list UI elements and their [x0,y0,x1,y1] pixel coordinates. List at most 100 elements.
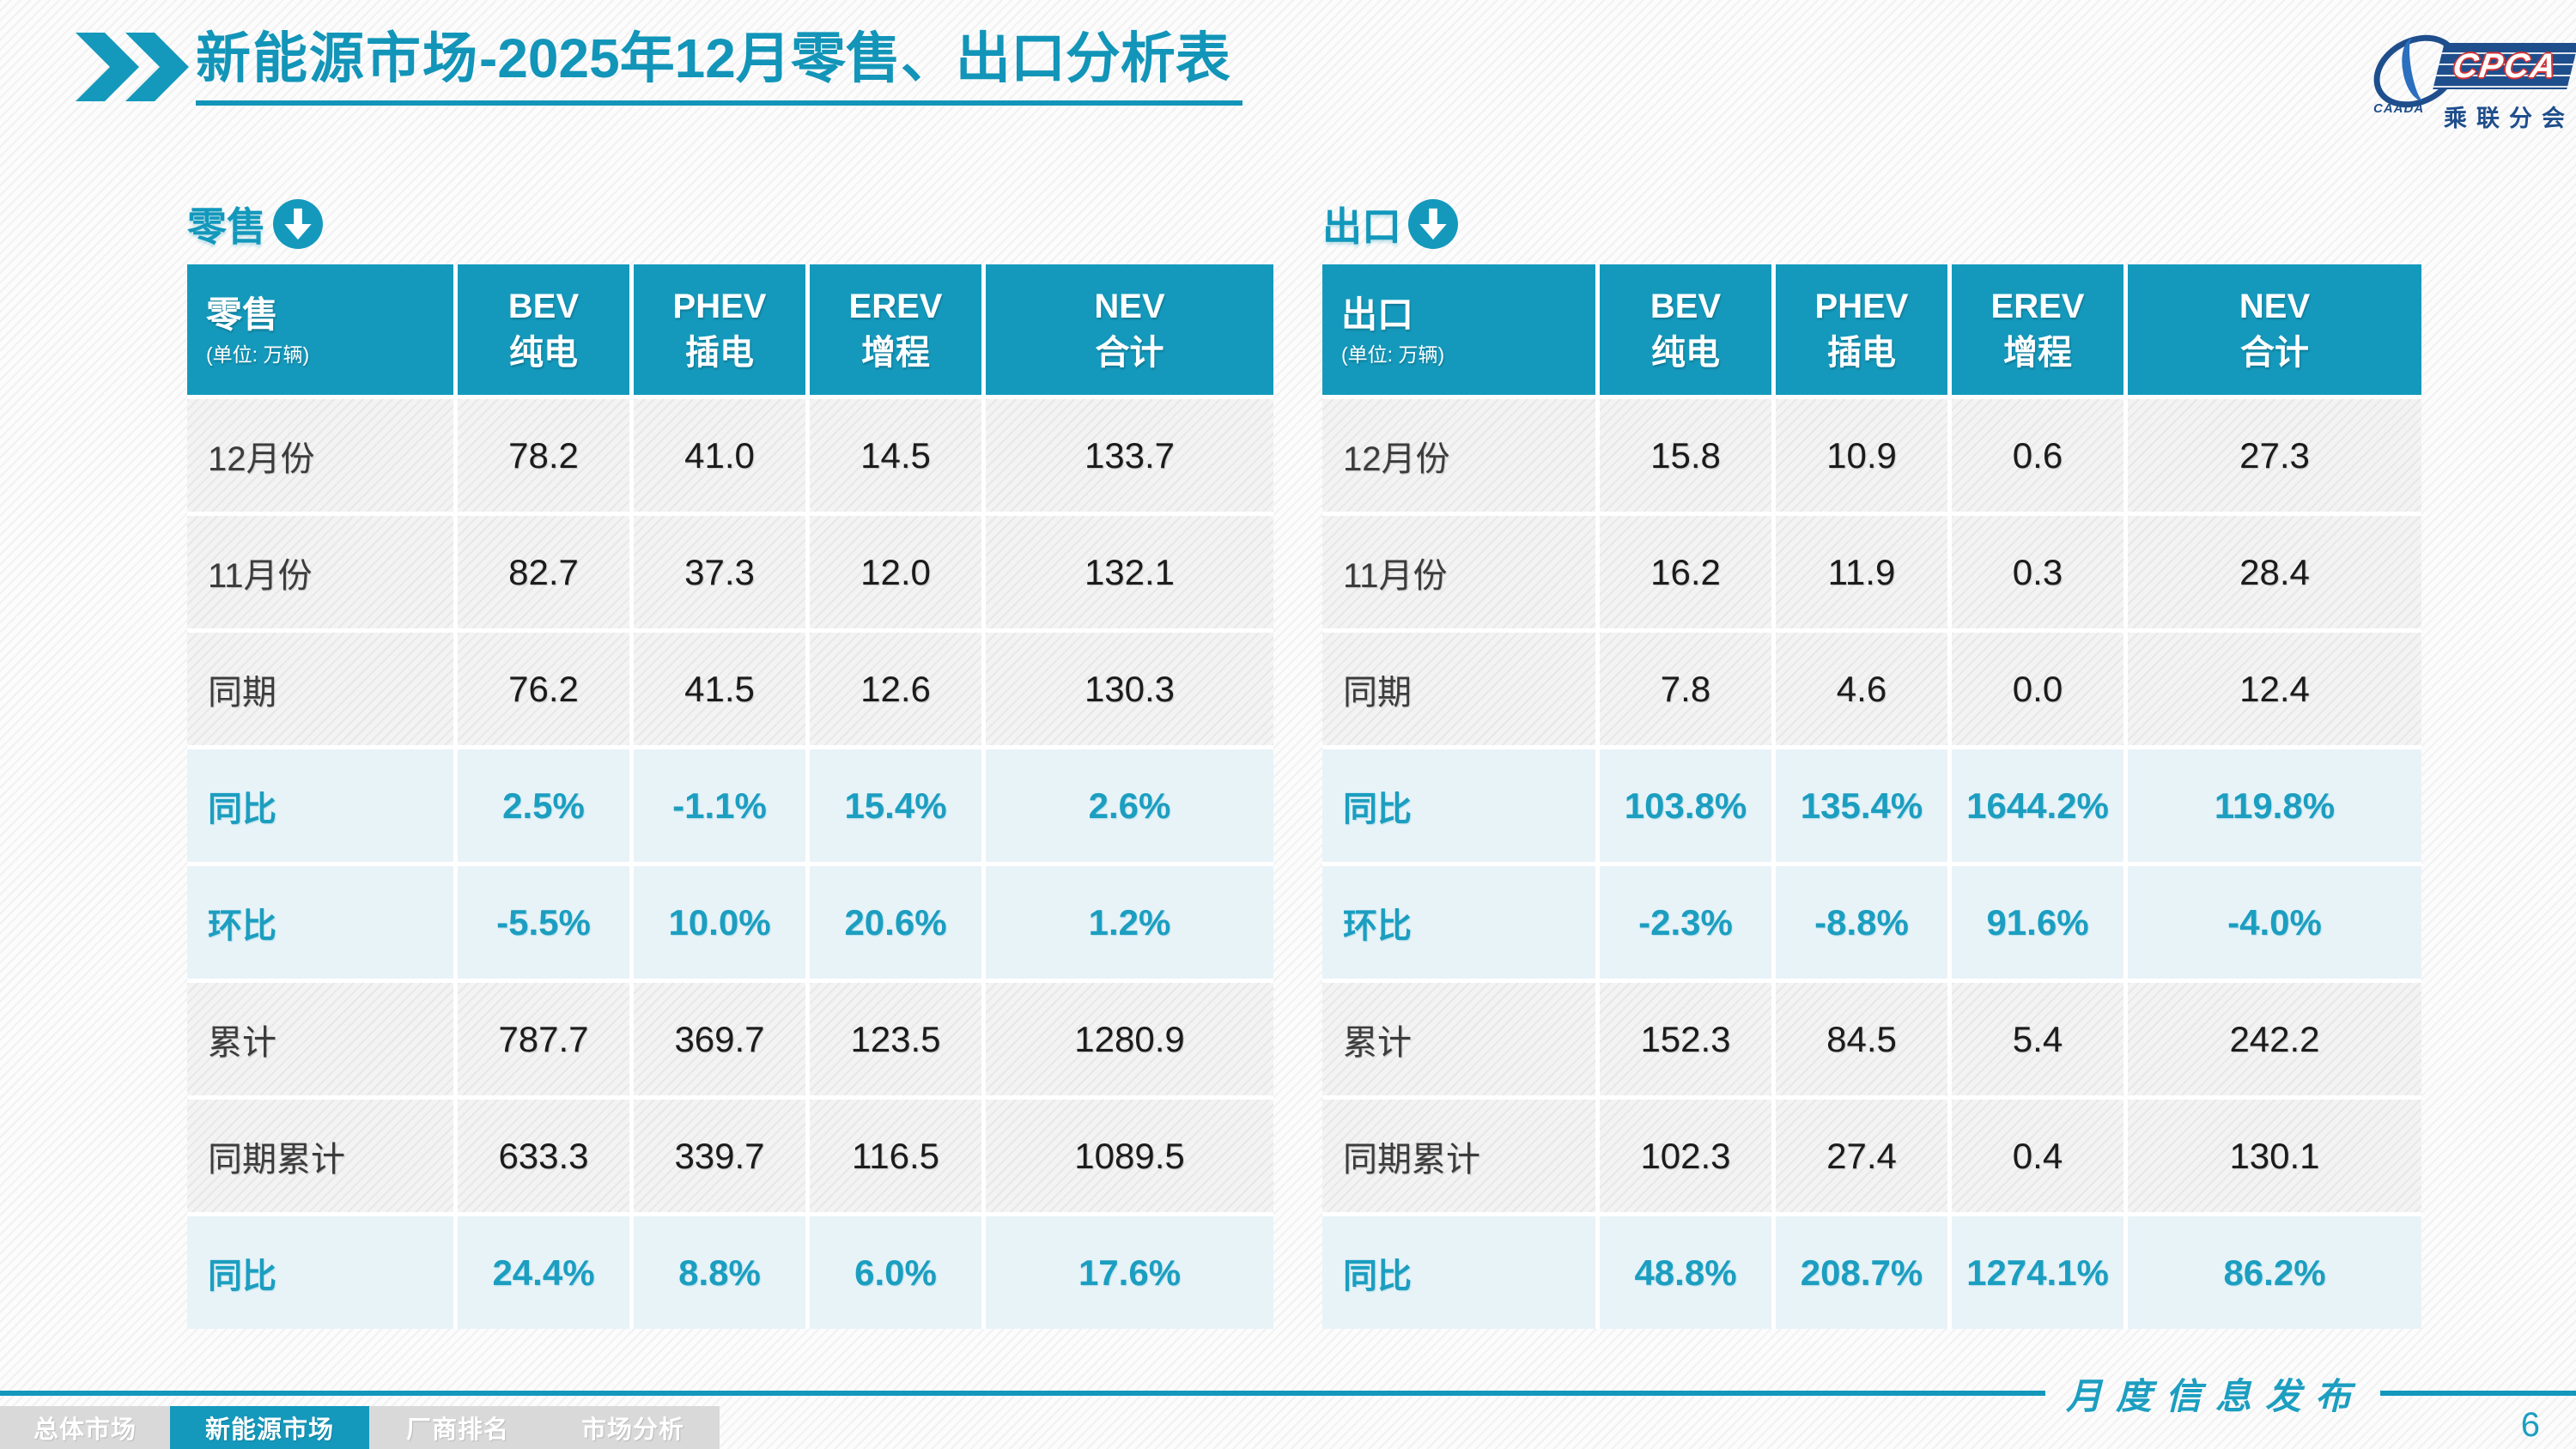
value-cell: 17.6% [986,1216,1273,1329]
value-cell: 41.0 [634,399,805,512]
page-number: 6 [2520,1406,2540,1444]
value-cell: 12.6 [810,633,981,745]
value-cell: 132.1 [986,516,1273,628]
export-section-label: 出口 [1322,196,1458,252]
column-header-bev: BEV 纯电 [1600,264,1771,395]
column-header-zh: 合计 [2240,334,2309,372]
value-cell: 16.2 [1600,516,1771,628]
column-header-en: NEV [2239,288,2311,325]
value-cell: 242.2 [2128,983,2421,1095]
value-cell: 37.3 [634,516,805,628]
cpca-logo: CAADA CPCA 乘联分会 [2360,21,2576,131]
retail-corner-header: 零售 (单位: 万辆) [187,264,453,395]
value-cell: 11.9 [1776,516,1947,628]
value-cell: 102.3 [1600,1100,1771,1212]
column-header-zh: 增程 [861,334,930,372]
retail-corner-unit: (单位: 万辆) [206,343,310,366]
value-cell: 135.4% [1776,749,1947,862]
value-cell: -4.0% [2128,866,2421,979]
nav-tab-market-analysis[interactable]: 市场分析 [546,1406,720,1449]
column-header-en: BEV [507,288,580,325]
column-header-zh: 纯电 [509,334,578,372]
value-cell: 10.0% [634,866,805,979]
nav-tab-overall-market[interactable]: 总体市场 [0,1406,170,1449]
value-cell: 633.3 [458,1100,629,1212]
retail-section-label: 零售 [187,196,323,252]
value-cell: 123.5 [810,983,981,1095]
column-header-zh: 合计 [1095,334,1164,372]
value-cell: 1644.2% [1952,749,2123,862]
value-cell: 27.4 [1776,1100,1947,1212]
value-cell: 7.8 [1600,633,1771,745]
value-cell: 15.8 [1600,399,1771,512]
value-cell: 2.6% [986,749,1273,862]
value-cell: 27.3 [2128,399,2421,512]
column-header-en: PHEV [1814,288,1909,325]
column-header-phev: PHEV 插电 [634,264,805,395]
value-cell: 10.9 [1776,399,1947,512]
row-label: 同比 [1322,1216,1595,1329]
value-cell: 82.7 [458,516,629,628]
value-cell: 24.4% [458,1216,629,1329]
retail-section-title: 零售 [187,204,266,249]
value-cell: 787.7 [458,983,629,1095]
nav-tab-nev-market[interactable]: 新能源市场 [170,1406,369,1449]
row-label: 12月份 [1322,399,1595,512]
column-header-bev: BEV 纯电 [458,264,629,395]
logo-name: 乘联分会 [2444,106,2574,131]
value-cell: 1274.1% [1952,1216,2123,1329]
value-cell: 116.5 [810,1100,981,1212]
page-title: 新能源市场-2025年12月零售、出口分析表 [196,26,1242,106]
value-cell: 12.0 [810,516,981,628]
row-label: 环比 [187,866,453,979]
value-cell: 0.0 [1952,633,2123,745]
nav-tab-oem-ranking[interactable]: 厂商排名 [369,1406,546,1449]
column-header-en: EREV [1990,288,2085,325]
bottom-nav: 总体市场 新能源市场 厂商排名 市场分析 [0,1406,720,1449]
export-corner-unit: (单位: 万辆) [1341,343,1445,366]
value-cell: 1.2% [986,866,1273,979]
value-cell: 86.2% [2128,1216,2421,1329]
row-label: 同期 [1322,633,1595,745]
row-label: 同期累计 [187,1100,453,1212]
column-header-erev: EREV 增程 [1952,264,2123,395]
row-label: 11月份 [1322,516,1595,628]
value-cell: 91.6% [1952,866,2123,979]
value-cell: 152.3 [1600,983,1771,1095]
retail-table: 零售 (单位: 万辆) BEV 纯电 PHEV 插电 EREV 增程 NEV 合计 12… [187,264,1273,1329]
export-section-title: 出口 [1322,204,1401,249]
value-cell: 103.8% [1600,749,1771,862]
value-cell: 20.6% [810,866,981,979]
value-cell: 78.2 [458,399,629,512]
value-cell: -5.5% [458,866,629,979]
row-label: 11月份 [187,516,453,628]
value-cell: -1.1% [634,749,805,862]
row-label: 同期 [187,633,453,745]
value-cell: -2.3% [1600,866,1771,979]
export-corner-title: 出口 [1341,294,1414,336]
row-label: 12月份 [187,399,453,512]
down-arrow-icon [1408,199,1458,249]
retail-corner-title: 零售 [206,294,279,336]
footer-note: 月度信息发布 [2065,1377,2365,1417]
column-header-nev: NEV 合计 [986,264,1273,395]
value-cell: 208.7% [1776,1216,1947,1329]
value-cell: 8.8% [634,1216,805,1329]
row-label: 累计 [1322,983,1595,1095]
column-header-zh: 纯电 [1651,334,1720,372]
value-cell: -8.8% [1776,866,1947,979]
footer-rule-right [2380,1391,2576,1396]
row-label: 累计 [187,983,453,1095]
value-cell: 48.8% [1600,1216,1771,1329]
column-header-nev: NEV 合计 [2128,264,2421,395]
value-cell: 0.3 [1952,516,2123,628]
logo-swoosh-text: CAADA [2373,101,2425,116]
value-cell: 119.8% [2128,749,2421,862]
value-cell: 2.5% [458,749,629,862]
column-header-en: EREV [848,288,943,325]
value-cell: 133.7 [986,399,1273,512]
export-corner-header: 出口 (单位: 万辆) [1322,264,1595,395]
value-cell: 41.5 [634,633,805,745]
value-cell: 84.5 [1776,983,1947,1095]
